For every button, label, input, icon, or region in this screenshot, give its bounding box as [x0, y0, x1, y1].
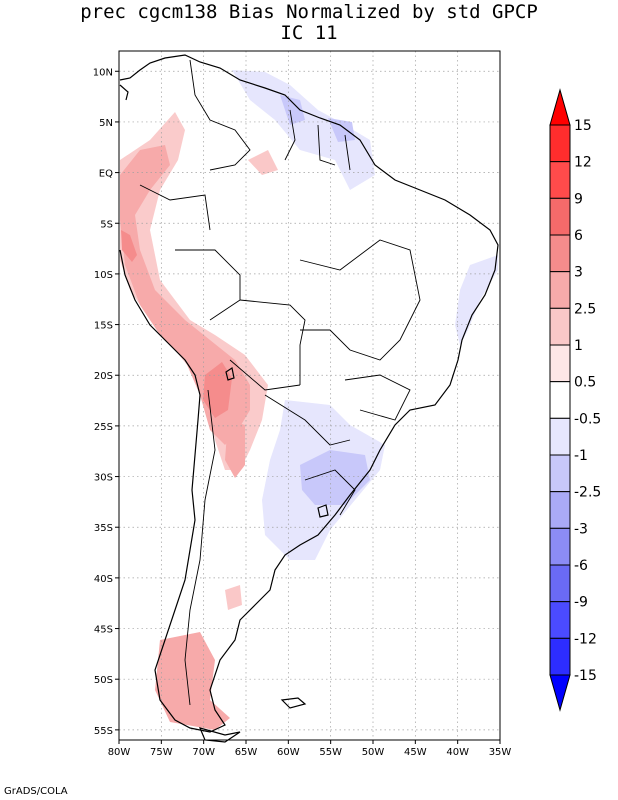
- positive-bias-patagonia-small: [225, 585, 242, 610]
- lon-tick-label: 50W: [362, 747, 385, 758]
- colorbar-label: -0.5: [574, 411, 601, 427]
- colorbar-bin: [549, 344, 571, 383]
- lon-tick-label: 35W: [489, 747, 512, 758]
- positive-bias-peak-coast: [121, 230, 137, 262]
- longitude-axis: 80W 75W 70W 65W 60W 55W 50W 45W 40W 35W: [108, 740, 512, 758]
- lat-tick-label: EQ: [99, 169, 113, 180]
- lon-tick-label: 65W: [235, 747, 258, 758]
- map-panel: [118, 51, 501, 743]
- colorbar-bin: [549, 307, 571, 346]
- brazil-states: [299, 239, 421, 361]
- lon-tick-label: 80W: [108, 747, 131, 758]
- country-borders: [139, 59, 421, 706]
- map-title-line-2: IC 11: [280, 22, 338, 44]
- brazil-states-south: [344, 374, 411, 421]
- negative-bias-caribbean: [232, 70, 375, 190]
- colorbar-bin: [549, 527, 571, 566]
- colorbar-bin: [549, 381, 571, 419]
- border-chile-argentina: [184, 389, 216, 706]
- colorbar-label: -1: [574, 448, 588, 464]
- lon-tick-label: 75W: [150, 747, 173, 758]
- colorbar-bin: [549, 197, 571, 236]
- colorbar: 15 12 9 6 3 2.5 1 0.5 -0.5 -1 -2.5 -3 -6 -9 -12 -15: [549, 88, 601, 712]
- lat-tick-label: 55S: [94, 726, 113, 737]
- colorbar-bin: [549, 417, 571, 456]
- colorbar-label: 1: [574, 338, 583, 354]
- border-paraguay-argentina: [264, 394, 351, 446]
- lon-tick-label: 70W: [192, 747, 215, 758]
- lagoa-dos-patos: [317, 504, 329, 518]
- border-guyana-suriname: [317, 124, 336, 166]
- lat-tick-label: 15S: [94, 321, 113, 332]
- border-colombia-peru: [139, 184, 211, 231]
- colorbar-bin: [549, 491, 571, 529]
- colorbar-label: -9: [574, 595, 588, 611]
- lon-tick-label: 40W: [446, 747, 469, 758]
- colorbar-label: 12: [574, 155, 592, 171]
- south-america-coastline: [119, 54, 499, 733]
- negative-bias-northeast-coast: [455, 255, 498, 345]
- lat-tick-label: 20S: [94, 371, 113, 382]
- border-suriname-guiana: [344, 134, 351, 171]
- colorbar-top-arrow: [549, 88, 571, 126]
- colorbar-label: -12: [574, 631, 597, 647]
- colorbar-bottom-arrow: [549, 674, 571, 712]
- negative-bias-guianas-core: [328, 118, 355, 142]
- lon-tick-label: 45W: [404, 747, 427, 758]
- colorbar-label: 0.5: [574, 375, 596, 391]
- border-peru-brazil: [175, 249, 241, 321]
- lat-tick-label: 10S: [94, 270, 113, 281]
- colorbar-bin: [549, 601, 571, 639]
- colorbar-label: 15: [574, 118, 592, 134]
- border-bolivia-brazil: [239, 299, 306, 385]
- lat-tick-label: 50S: [94, 675, 113, 686]
- map-title-line-1: prec cgcm138 Bias Normalized by std GPCP: [80, 1, 538, 23]
- colorbar-bin: [549, 564, 571, 603]
- positive-bias-venezuela: [248, 150, 278, 175]
- colorbar-label: 6: [574, 228, 583, 244]
- map-frame: [118, 50, 501, 741]
- colorbar-bin: [549, 161, 571, 199]
- positive-bias-peak-altiplano: [203, 362, 232, 418]
- colorbar-label: -6: [574, 558, 588, 574]
- lat-tick-label: 25S: [94, 422, 113, 433]
- colorbar-label: -2.5: [574, 485, 601, 501]
- lat-tick-label: 10N: [93, 67, 113, 78]
- tierra-del-fuego: [198, 727, 241, 743]
- lat-tick-label: 40S: [94, 574, 113, 585]
- border-bolivia-paraguay: [229, 359, 301, 391]
- lat-tick-label: 45S: [94, 625, 113, 636]
- falkland-islands: [280, 697, 307, 709]
- cuba-coast: [119, 84, 129, 101]
- border-colombia-venezuela: [189, 59, 251, 171]
- colorbar-label: 9: [574, 191, 583, 207]
- lat-tick-label: 5S: [100, 219, 113, 230]
- lake-titicaca: [225, 367, 235, 381]
- colorbar-label: -3: [574, 521, 588, 537]
- lat-tick-label: 35S: [94, 523, 113, 534]
- border-venezuela-guyana: [284, 109, 296, 161]
- lon-tick-label: 55W: [319, 747, 342, 758]
- lat-tick-label: 5N: [99, 118, 113, 129]
- colorbar-label: 2.5: [574, 301, 596, 317]
- grads-credit: GrADS/COLA: [4, 786, 68, 797]
- positive-bias-south-patagonia: [155, 632, 230, 730]
- colorbar-bin: [549, 637, 571, 676]
- latitude-axis: 10N 5N EQ 5S 10S 15S 20S 25S 30S 35S 40S 45S 50S 55S: [93, 67, 119, 737]
- colorbar-label: -15: [574, 668, 597, 684]
- colorbar-bin: [549, 124, 571, 163]
- border-uruguay: [304, 469, 356, 516]
- colorbar-label: 3: [574, 265, 583, 281]
- lat-tick-label: 30S: [94, 473, 113, 484]
- colorbar-bin: [549, 271, 571, 309]
- lon-tick-label: 60W: [277, 747, 300, 758]
- negative-bias-caribbean-core: [280, 95, 305, 125]
- positive-bias-argentina: [225, 420, 245, 478]
- colorbar-bin: [549, 234, 571, 273]
- colorbar-bin: [549, 454, 571, 493]
- map-background: [119, 51, 500, 740]
- lat-lon-grid: [118, 51, 501, 740]
- coastlines: [119, 54, 499, 743]
